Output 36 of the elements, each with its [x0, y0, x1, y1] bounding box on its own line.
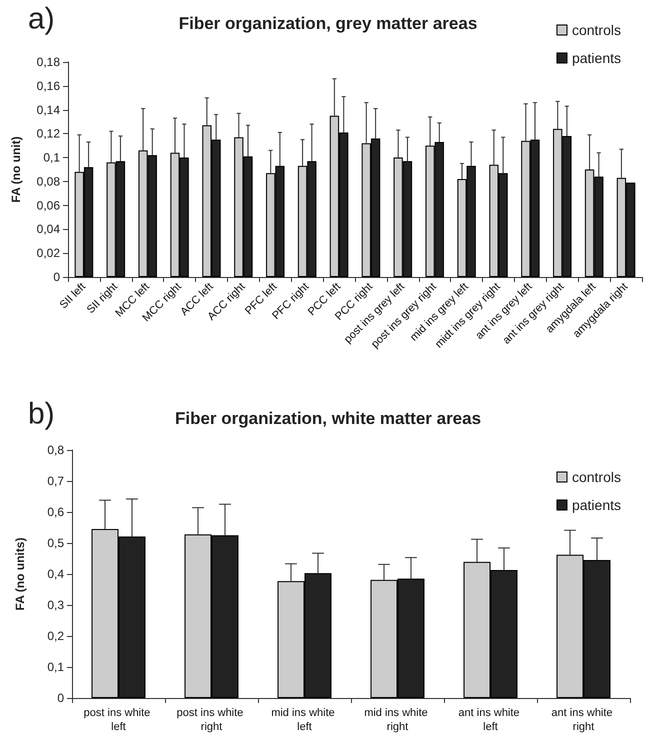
y-tick-label: 0,14 — [36, 102, 60, 117]
chart-title: Fiber organization, white matter areas — [174, 409, 482, 428]
x-tick-label: SII left — [58, 280, 88, 312]
y-tick-label: 0,7 — [47, 474, 64, 488]
x-tick-label: ant ins white right — [551, 707, 616, 733]
x-tick-label: post ins white left — [84, 707, 154, 733]
y-tick-label: 0 — [53, 270, 60, 284]
y-tick-label: 0,3 — [47, 598, 64, 612]
y-tick-label: 0,8 — [47, 443, 64, 457]
y-tick-label: 0,5 — [47, 536, 64, 550]
legend-label: patients — [572, 497, 622, 513]
y-tick-label: 0,12 — [36, 126, 60, 141]
y-tick-label: 0,6 — [47, 505, 64, 519]
y-tick-label: 0,2 — [47, 629, 64, 643]
y-tick-label: 0,04 — [36, 222, 60, 236]
y-tick-label: 0,02 — [36, 246, 60, 260]
y-tick-label: 0,1 — [43, 150, 60, 165]
y-tick-label: 0,18 — [36, 55, 60, 69]
chart-title: Fiber organization, grey matter areas — [178, 14, 478, 33]
y-tick-label: 0,06 — [36, 198, 60, 212]
y-axis-title: FA (no units) — [13, 538, 27, 610]
y-tick-label: 0,4 — [47, 567, 64, 581]
x-tick-label: post ins white right — [176, 707, 246, 733]
y-tick-label: 0,16 — [36, 78, 60, 93]
y-tick-label: 0,1 — [47, 660, 64, 674]
legend-label: controls — [572, 22, 621, 38]
y-tick-label: 0 — [57, 691, 64, 705]
x-tick-label: mid ins white left — [271, 707, 338, 733]
legend-label: patients — [572, 50, 622, 66]
text: a) — [28, 2, 55, 36]
legend-label: controls — [572, 469, 621, 485]
x-tick-label: ant ins white left — [458, 707, 523, 733]
y-tick-label: 0,08 — [36, 174, 60, 188]
x-tick-label: mid ins white right — [364, 707, 431, 733]
y-axis-title: FA (no unit) — [9, 136, 23, 203]
text: b) — [28, 398, 55, 430]
